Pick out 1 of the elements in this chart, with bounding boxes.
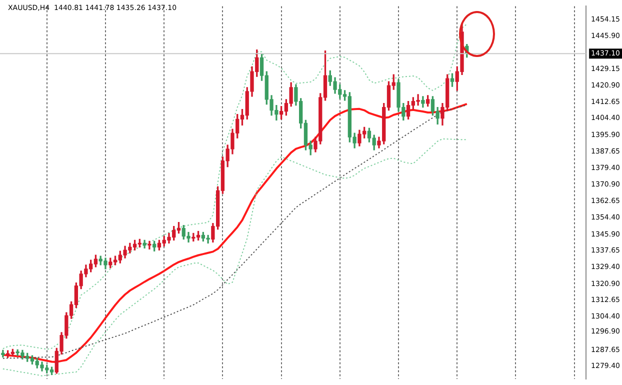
line-series <box>2 138 468 376</box>
